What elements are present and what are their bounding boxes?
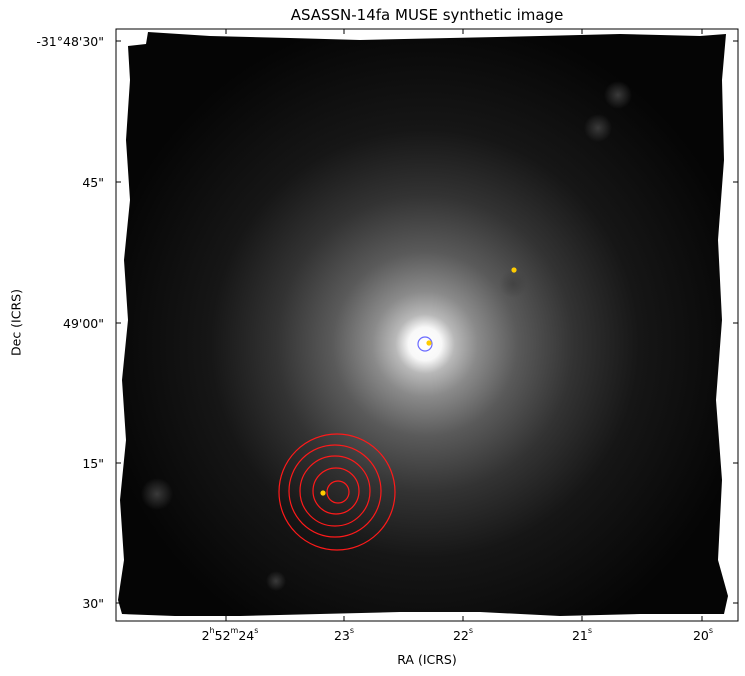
- plot-title: ASASSN-14fa MUSE synthetic image: [290, 6, 564, 24]
- source-marker: [511, 267, 517, 273]
- y-tick-label: 49'00": [63, 316, 104, 331]
- source-marker: [320, 490, 326, 496]
- contour-rings: [278, 433, 396, 551]
- y-tick-label: -31°48'30": [36, 34, 104, 49]
- axis-ticks: [116, 29, 738, 621]
- host-circle-marker: [417, 336, 433, 352]
- galaxy-image: [118, 32, 728, 616]
- plot-frame: [115, 28, 739, 622]
- x-tick-label: 20s: [692, 626, 714, 643]
- x-tick-label: 2h52m24s: [201, 626, 259, 643]
- x-axis-label: RA (ICRS): [397, 652, 457, 667]
- source-marker: [426, 340, 432, 346]
- y-tick-label: 45": [82, 175, 104, 190]
- y-tick-label: 15": [82, 456, 104, 471]
- y-tick-label: 30": [82, 596, 104, 611]
- x-tick-label: 23s: [333, 626, 355, 643]
- x-tick-label: 22s: [452, 626, 474, 643]
- x-tick-label: 21s: [571, 626, 593, 643]
